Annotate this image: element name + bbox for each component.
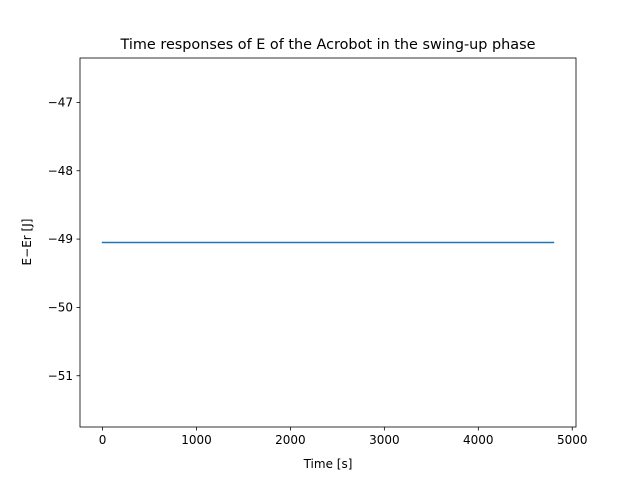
x-tick-label: 2000: [275, 433, 306, 447]
y-tick-label: −50: [48, 300, 73, 314]
plot-area: [79, 57, 577, 428]
y-axis-ticks: −51 −50 −49 −48 −47: [48, 95, 80, 383]
y-axis-label: E−Er [J]: [20, 219, 34, 266]
y-tick-label: −48: [48, 164, 73, 178]
x-tick-label: 0: [99, 433, 107, 447]
x-axis-ticks: 0 1000 2000 3000 4000 5000: [99, 427, 588, 447]
y-tick-label: −51: [48, 369, 73, 383]
x-tick-label: 1000: [181, 433, 212, 447]
y-tick-label: −49: [48, 232, 73, 246]
chart-title: Time responses of E of the Acrobot in th…: [120, 37, 536, 53]
x-axis-label: Time [s]: [303, 457, 353, 471]
x-tick-label: 4000: [463, 433, 494, 447]
y-tick-label: −47: [48, 95, 73, 109]
x-tick-label: 5000: [557, 433, 588, 447]
x-tick-label: 3000: [369, 433, 400, 447]
axes-frame: [79, 57, 577, 428]
